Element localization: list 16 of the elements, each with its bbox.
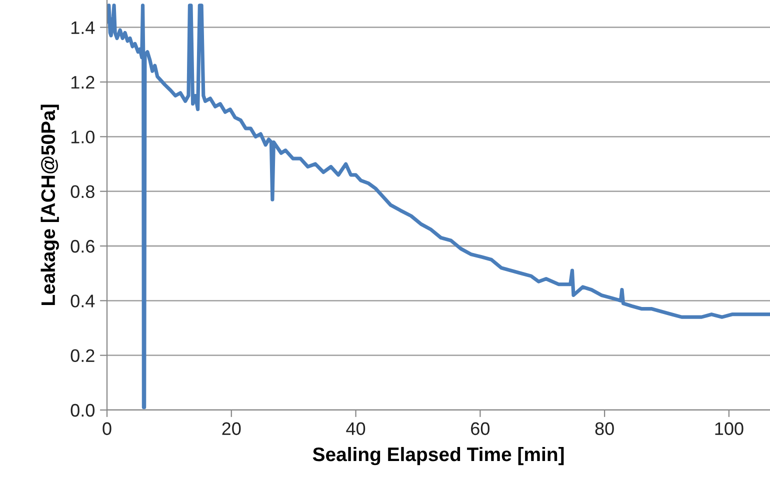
y-axis-title: Leakage [ACH@50Pa] bbox=[40, 104, 59, 306]
x-axis-title: Sealing Elapsed Time [min] bbox=[312, 446, 564, 466]
y-tick-label: 0.8 bbox=[70, 185, 94, 198]
x-tick-label: 100 bbox=[715, 422, 744, 436]
x-tick-label: 60 bbox=[471, 422, 490, 436]
y-tick-label: 0.0 bbox=[70, 404, 94, 417]
y-tick-label: 1.4 bbox=[71, 21, 95, 34]
y-tick-label: 0.2 bbox=[70, 349, 94, 362]
y-tick-label: 1.2 bbox=[71, 76, 94, 89]
x-tick-label: 40 bbox=[346, 422, 366, 436]
y-tick-label: 0.6 bbox=[70, 240, 94, 253]
y-tick-label: 0.4 bbox=[70, 294, 95, 308]
y-tick-label: 1.0 bbox=[71, 130, 94, 144]
x-tick-label: 20 bbox=[222, 422, 241, 436]
x-tick-label: 0 bbox=[102, 422, 112, 436]
x-tick-label: 80 bbox=[595, 422, 614, 436]
